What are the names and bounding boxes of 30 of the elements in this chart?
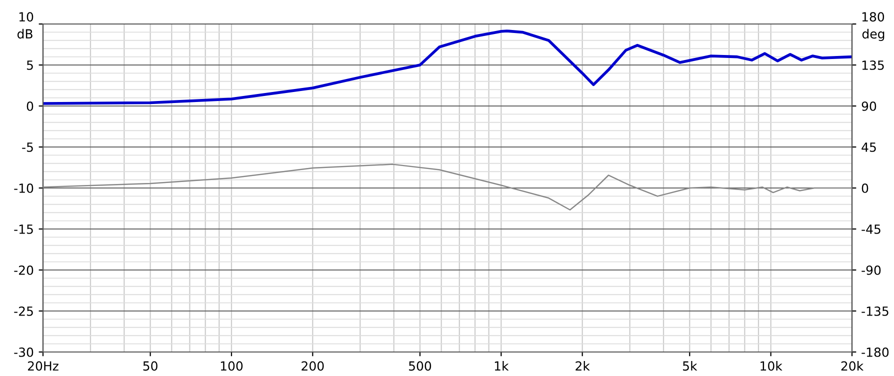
y-tick-label: 10	[19, 12, 34, 22]
y-axis-title: dB	[17, 28, 32, 39]
y-tick-label: -20	[14, 265, 34, 275]
y-tick-label: 0	[26, 101, 34, 111]
x-tick-label: 20Hz	[28, 361, 58, 371]
y2-tick-label: -45	[862, 224, 880, 234]
y-tick-label: 5	[26, 60, 33, 70]
y-tick-label: -10	[14, 183, 34, 193]
y-tick-label: -5	[22, 142, 33, 152]
x-tick-label: 500	[409, 361, 432, 371]
x-tick-label: 1k	[494, 361, 509, 371]
x-tick-label: 10k	[760, 361, 782, 371]
y-tick-label: -25	[14, 306, 33, 316]
y2-tick-label: -90	[862, 265, 881, 275]
y2-tick-label: -135	[862, 306, 888, 316]
y2-tick-label: 90	[862, 101, 876, 111]
x-tick-label: 100	[220, 361, 243, 371]
y-tick-label: -30	[14, 347, 34, 357]
y2-tick-label: -180	[862, 347, 889, 357]
x-tick-label: 5k	[683, 361, 698, 371]
y2-axis-title: deg	[862, 28, 884, 42]
y2-tick-label: 135	[862, 60, 884, 70]
y-tick-label: -15	[14, 224, 33, 234]
y2-tick-label: 45	[862, 142, 876, 152]
y2-tick-label: 0	[862, 183, 868, 193]
x-tick-label: 20k	[841, 361, 864, 371]
x-tick-label: 50	[143, 361, 158, 371]
y2-tick-label: 180	[862, 12, 884, 22]
x-tick-label: 2k	[576, 361, 590, 371]
x-tick-label: 200	[302, 361, 324, 371]
